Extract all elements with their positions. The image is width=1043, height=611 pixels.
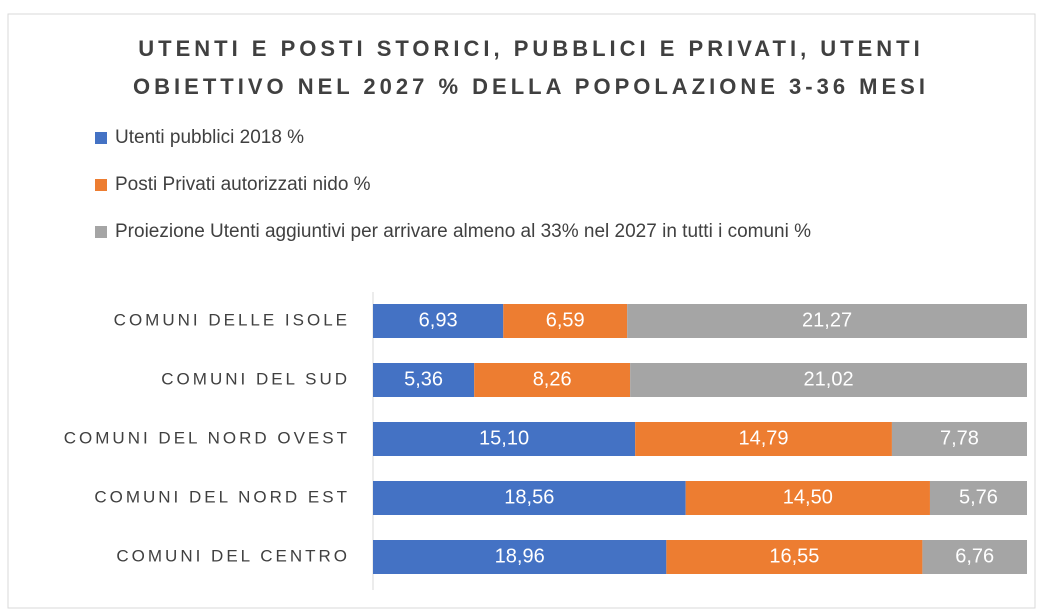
value-label: 15,10 bbox=[479, 427, 529, 449]
value-label: 21,02 bbox=[804, 368, 854, 390]
bar-segment bbox=[474, 363, 631, 397]
category-label: COMUNI DEL NORD EST bbox=[94, 487, 350, 506]
bar-segment bbox=[373, 363, 475, 397]
bar-segment bbox=[685, 481, 930, 515]
chart-title: OBIETTIVO NEL 2027 % DELLA POPOLAZIONE 3… bbox=[133, 74, 929, 99]
value-label: 6,76 bbox=[955, 545, 994, 567]
bar-segment bbox=[373, 422, 636, 456]
value-label: 18,96 bbox=[495, 545, 545, 567]
legend-swatch bbox=[95, 179, 107, 191]
category-label: COMUNI DEL NORD OVEST bbox=[64, 428, 350, 447]
bar-segment bbox=[922, 540, 1027, 574]
category-label: COMUNI DELLE ISOLE bbox=[114, 310, 350, 329]
bar-segment bbox=[635, 422, 892, 456]
chart-title: UTENTI E POSTI STORICI, PUBBLICI E PRIVA… bbox=[138, 36, 923, 61]
bar-segment bbox=[503, 304, 628, 338]
value-label: 6,93 bbox=[419, 309, 458, 331]
value-label: 5,76 bbox=[959, 486, 998, 508]
value-label: 14,50 bbox=[783, 486, 833, 508]
bar-segment bbox=[373, 481, 686, 515]
legend-swatch bbox=[95, 132, 107, 144]
value-label: 21,27 bbox=[802, 309, 852, 331]
legend-label: Utenti pubblici 2018 % bbox=[115, 127, 304, 148]
bar-segment bbox=[630, 363, 1027, 397]
value-label: 18,56 bbox=[504, 486, 554, 508]
value-label: 5,36 bbox=[404, 368, 443, 390]
legend-label: Proiezione Utenti aggiuntivi per arrivar… bbox=[115, 221, 811, 242]
legend-label: Posti Privati autorizzati nido % bbox=[115, 174, 371, 195]
bar-segment bbox=[666, 540, 923, 574]
value-label: 6,59 bbox=[546, 309, 585, 331]
value-label: 7,78 bbox=[940, 427, 979, 449]
bar-segment bbox=[891, 422, 1027, 456]
value-label: 14,79 bbox=[739, 427, 789, 449]
bar-segment bbox=[929, 481, 1027, 515]
value-label: 8,26 bbox=[533, 368, 572, 390]
value-label: 16,55 bbox=[769, 545, 819, 567]
bar-segment bbox=[373, 540, 667, 574]
bar-segment bbox=[373, 304, 504, 338]
category-label: COMUNI DEL CENTRO bbox=[116, 546, 350, 565]
legend-swatch bbox=[95, 226, 107, 238]
bar-segment bbox=[627, 304, 1027, 338]
category-label: COMUNI DEL SUD bbox=[161, 369, 350, 388]
